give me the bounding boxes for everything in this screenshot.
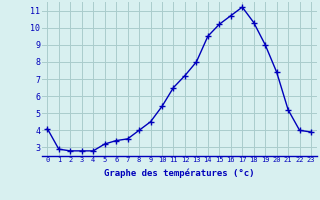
- X-axis label: Graphe des températures (°c): Graphe des températures (°c): [104, 169, 254, 178]
